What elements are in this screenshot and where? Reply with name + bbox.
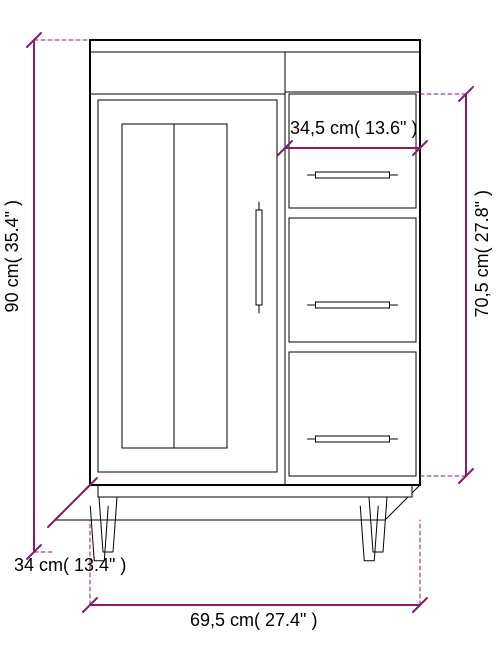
cabinet-drawing bbox=[0, 0, 500, 641]
dim-width-label: 69,5 cm( 27.4" ) bbox=[190, 610, 317, 631]
dim-drawer-width-label: 34,5 cm( 13.6" ) bbox=[290, 118, 417, 139]
diagram-stage: 90 cm( 35.4" ) 34 cm( 13.4" ) 69,5 cm( 2… bbox=[0, 0, 500, 641]
dim-height-label: 90 cm( 35.4" ) bbox=[2, 200, 23, 312]
dim-depth-label: 34 cm( 13.4" ) bbox=[14, 555, 126, 576]
dim-right-height-label: 70,5 cm( 27.8" ) bbox=[472, 190, 493, 317]
